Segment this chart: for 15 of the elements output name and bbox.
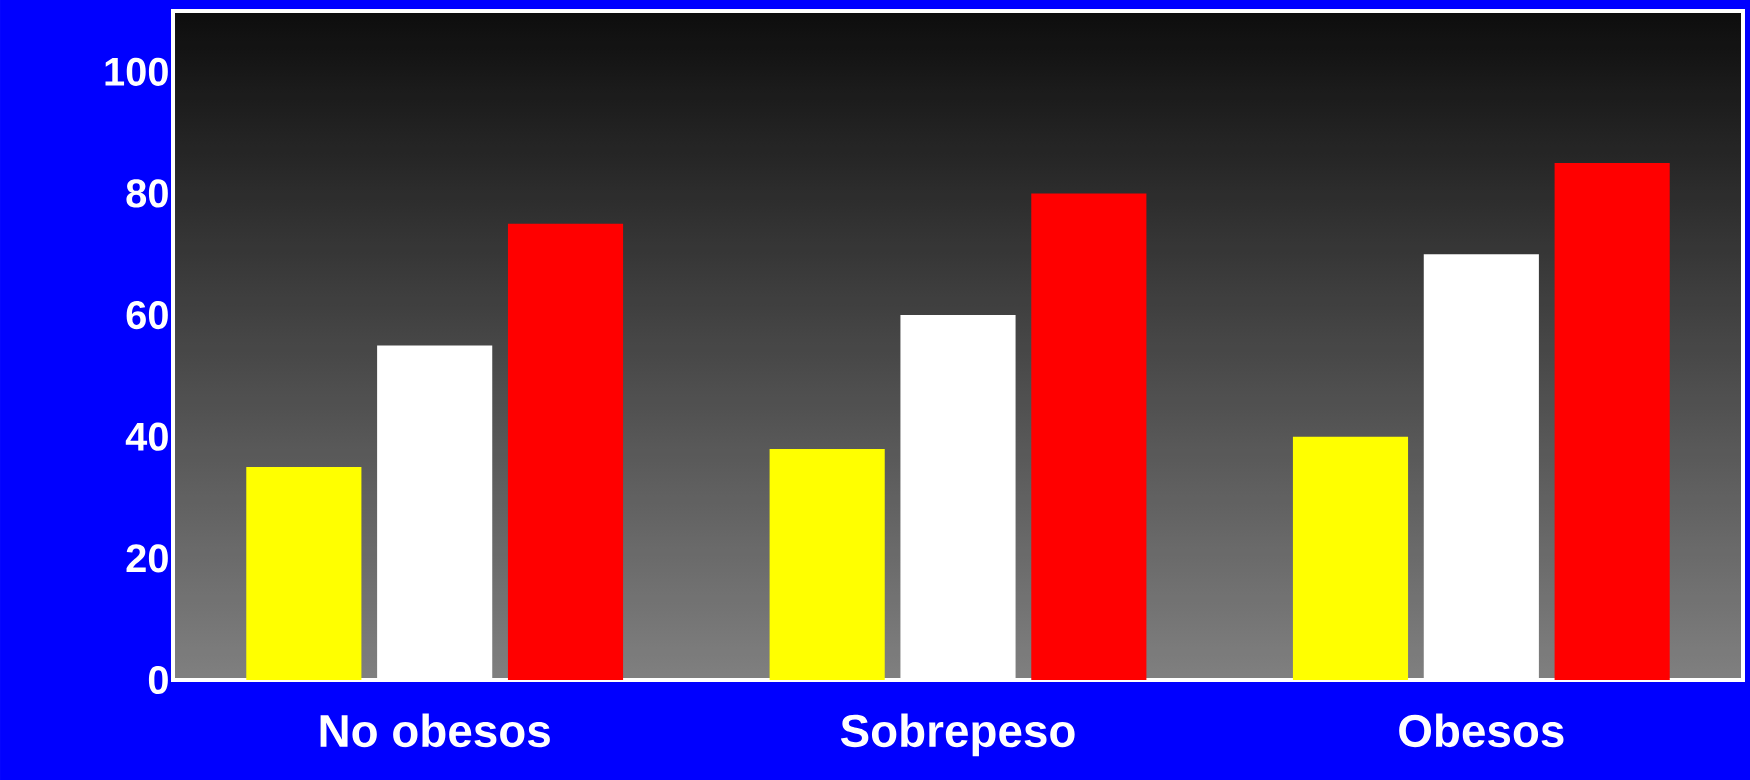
bar xyxy=(1292,436,1409,680)
x-tick-label: Sobrepeso xyxy=(840,713,1075,757)
y-tick-label: 0 xyxy=(148,665,168,695)
y-tick-label: 20 xyxy=(126,544,168,573)
y-tick-label: 80 xyxy=(126,179,168,208)
y-tick-label: 40 xyxy=(125,422,168,451)
y-tick-label: 60 xyxy=(126,300,168,330)
y-tick-label: 100 xyxy=(105,57,168,86)
bar xyxy=(507,223,624,680)
bar xyxy=(1554,163,1670,680)
bar xyxy=(1031,193,1147,680)
bar xyxy=(246,467,362,680)
x-tick-label: Obesos xyxy=(1399,713,1564,748)
bar xyxy=(769,448,885,680)
x-tick-label: No obesos xyxy=(320,713,550,748)
